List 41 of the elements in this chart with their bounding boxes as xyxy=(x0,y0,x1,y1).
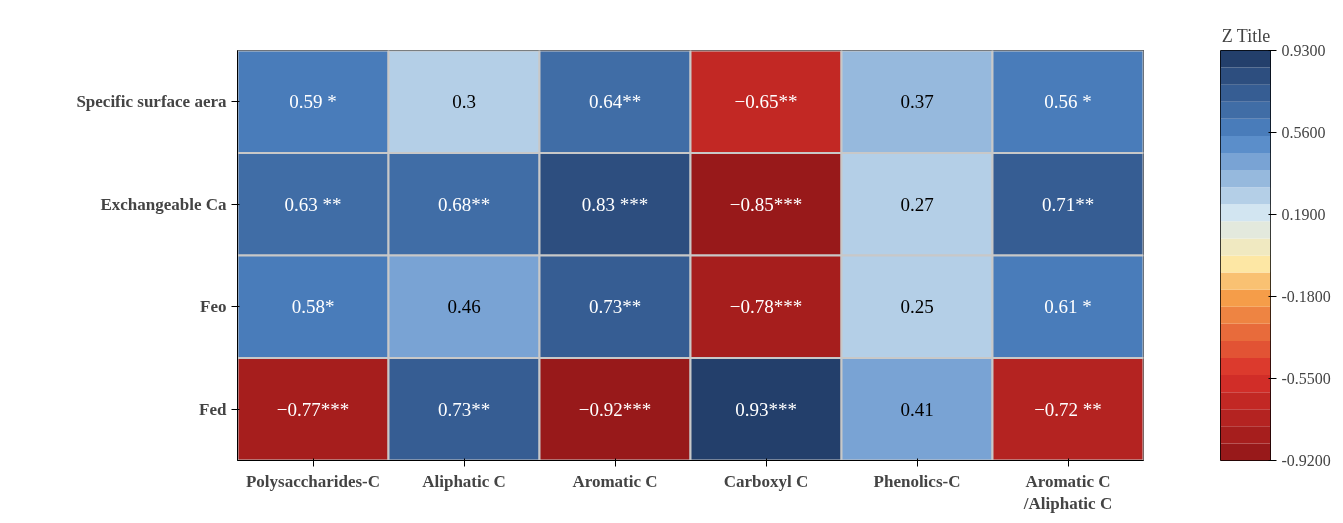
data-label: 0.56 * xyxy=(1044,91,1092,113)
data-label: 0.71** xyxy=(1041,193,1095,215)
data-label: −0.72 ** xyxy=(1034,398,1102,420)
x-tick-label: Aromatic C xyxy=(572,471,658,491)
x-tick-label: Aromatic C /Aliphatic C xyxy=(1022,471,1113,514)
color-bar-label: -0.5500 xyxy=(1281,370,1331,387)
data-label: −0.85*** xyxy=(729,193,803,215)
data-label: 0.93*** xyxy=(735,398,797,420)
y-tick-label: Fed xyxy=(199,399,228,419)
data-label: 0.61 * xyxy=(1044,296,1092,318)
data-label: −0.78*** xyxy=(729,296,803,318)
data-label: 0.3 xyxy=(452,91,476,113)
data-label: −0.77*** xyxy=(276,398,350,420)
data-label: 0.63 ** xyxy=(284,193,342,215)
data-label: 0.73** xyxy=(437,398,491,420)
y-tick-label: Exchangeable Ca xyxy=(100,194,227,214)
data-label: −0.65** xyxy=(734,91,798,113)
data-label: 0.59 * xyxy=(289,91,337,113)
color-bar-label: 0.9300 xyxy=(1281,42,1326,59)
data-label: 0.83 *** xyxy=(581,193,649,215)
data-label: 0.41 xyxy=(900,398,934,420)
data-label: 0.68** xyxy=(437,193,491,215)
data-label: 0.58* xyxy=(291,296,335,318)
color-bar-label: 0.1900 xyxy=(1281,206,1326,223)
data-label: 0.25 xyxy=(900,296,934,318)
x-tick-label: Carboxyl C xyxy=(723,471,809,491)
data-label: 0.27 xyxy=(900,193,934,215)
data-label: −0.92*** xyxy=(578,398,652,420)
data-label: 0.64** xyxy=(588,91,642,113)
x-tick-label: Phenolics-C xyxy=(873,471,961,491)
data-label: 0.37 xyxy=(900,91,934,113)
x-tick-label: Polysaccharides-C xyxy=(245,471,381,491)
color-bar-label: -0.9200 xyxy=(1281,452,1331,469)
color-bar-title: Z Title xyxy=(1221,25,1271,46)
x-tick-label: Aliphatic C xyxy=(422,471,506,491)
color-bar-label: 0.5600 xyxy=(1281,124,1326,141)
color-bar-label: -0.1800 xyxy=(1281,288,1331,305)
y-tick-label: Specific surface aera xyxy=(76,92,227,112)
data-label: 0.46 xyxy=(447,296,481,318)
data-label: 0.73** xyxy=(588,296,642,318)
y-tick-label: Feo xyxy=(200,297,227,317)
